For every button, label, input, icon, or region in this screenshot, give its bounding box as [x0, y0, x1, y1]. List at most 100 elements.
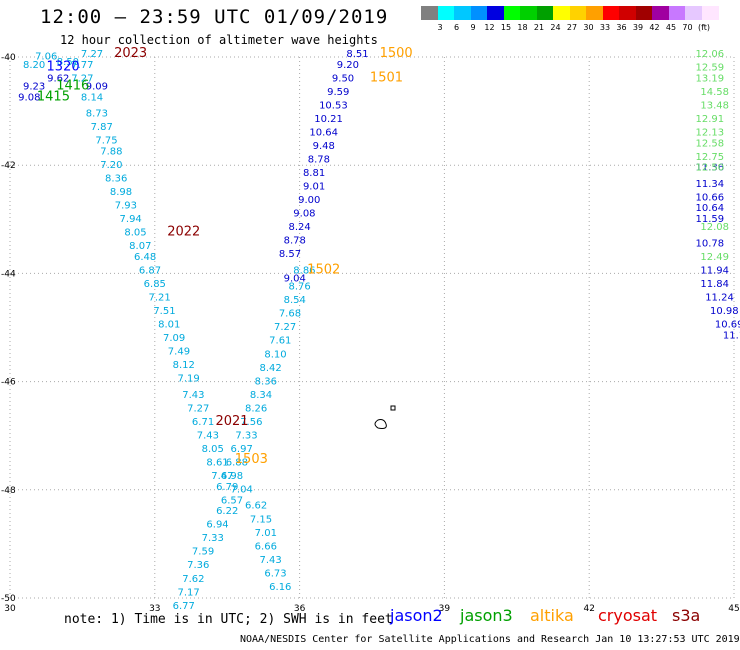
wave-height-label: 9.09 [86, 81, 108, 92]
wave-height-label: 12.50 [696, 163, 725, 174]
pass-time-label: 1500 [380, 46, 413, 61]
pass-time-label: 1502 [307, 262, 340, 277]
wave-height-label: 10.66 [696, 192, 725, 203]
pass-time-label: 1320 [47, 60, 80, 75]
wave-height-label: 9.08 [18, 92, 40, 103]
legend-label: 15 [500, 23, 512, 32]
wave-height-label: 7.27 [274, 322, 296, 333]
wave-height-label: 8.78 [284, 236, 306, 247]
wave-height-label: 13.19 [696, 73, 725, 84]
wave-height-label: 8.36 [105, 173, 127, 184]
legend-swatch [437, 6, 455, 20]
legend-swatch [553, 6, 570, 20]
wave-height-label: 7.43 [260, 555, 282, 566]
legend-label: 24 [550, 23, 561, 32]
wave-height-label: 8.36 [255, 376, 277, 387]
wave-height-label: 12.08 [700, 222, 729, 233]
legend-swatch [536, 6, 554, 20]
legend-label: 39 [632, 23, 644, 32]
pass-time-label: 2021 [215, 414, 248, 429]
wave-height-label: 7.43 [197, 430, 219, 441]
wave-height-label: 12.91 [696, 114, 725, 125]
wave-height-label: 8.10 [264, 349, 286, 360]
wave-height-label: 6.16 [269, 582, 291, 593]
wave-height-label: 6.97 [231, 444, 253, 455]
wave-height-label: 7.06 [35, 52, 57, 63]
wave-height-label: 8.73 [86, 109, 108, 120]
wave-height-label: 12.58 [696, 138, 725, 149]
wave-height-label: 8.34 [250, 390, 272, 401]
wave-height-label: 9.20 [337, 60, 359, 71]
wave-height-label: 6.66 [255, 541, 277, 552]
x-tick-label: 39 [439, 604, 451, 614]
map-title: 12:00 – 23:59 UTC 01/09/2019 [40, 6, 389, 28]
wave-height-label: 9.00 [298, 195, 320, 206]
wave-height-label: 11.94 [700, 265, 729, 276]
legend-swatch [652, 6, 669, 20]
wave-height-label: 11.36 [696, 163, 725, 174]
wave-height-label: 11.34 [696, 179, 725, 190]
wave-height-label: 8.78 [308, 154, 330, 165]
wave-height-label: 6.71 [192, 417, 214, 428]
wave-height-label: 7.61 [269, 336, 291, 347]
wave-height-label: 7.88 [100, 146, 122, 157]
wave-height-label: 7.62 [182, 574, 204, 585]
wave-height-label: 8.81 [303, 168, 325, 179]
legend-swatch [487, 6, 504, 20]
legend-label: 36 [616, 23, 627, 32]
wave-height-label: 12.13 [696, 127, 725, 138]
x-tick-label: 45 [728, 604, 739, 614]
wave-height-label: 10.98 [710, 306, 739, 317]
x-tick-label: 30 [4, 604, 16, 614]
wave-height-label: 7.47 [211, 471, 233, 482]
legend-swatch [520, 6, 537, 20]
pass-time-label: 1416 [56, 78, 89, 93]
wave-height-label: 9.23 [23, 81, 45, 92]
satellite-cryosat: cryosat [598, 606, 658, 625]
wave-height-label: 8.14 [81, 92, 103, 103]
wave-height-label: 13.48 [700, 100, 729, 111]
wave-height-label: 7.87 [91, 122, 113, 133]
wave-height-label: 6.85 [144, 279, 166, 290]
x-tick-label: 36 [294, 604, 306, 614]
wave-height-label: 7.27 [187, 403, 209, 414]
wave-height-label: 7.04 [231, 485, 253, 496]
legend-swatch [454, 6, 471, 20]
wave-height-label: 7.27 [71, 73, 93, 84]
wave-height-label: 6.48 [134, 252, 156, 263]
wave-height-label: 7.75 [95, 136, 117, 147]
wave-height-label: 7.01 [255, 528, 277, 539]
y-tick-label: -44 [1, 269, 16, 279]
wave-height-label: 7.49 [168, 347, 190, 358]
satellite-altika: altika [530, 606, 574, 625]
legend-label: 42 [649, 23, 660, 32]
legend-swatch [619, 6, 636, 20]
wave-height-label: 9.62 [47, 73, 69, 84]
legend-swatch [470, 6, 488, 20]
wave-height-label: 8.50 [57, 57, 79, 68]
wave-height-label: 7.33 [202, 533, 224, 544]
wave-height-label: 8.61 [206, 457, 228, 468]
color-legend: 3 6 9 12 15 18 21 24 27 30 33 36 39 42 45 70 (ft) [421, 6, 721, 38]
legend-swatch [503, 6, 521, 20]
pass-time-label: 2022 [167, 225, 200, 240]
island-outline [374, 419, 387, 429]
wave-height-label: 8.01 [158, 320, 180, 331]
wave-height-label: 9.04 [284, 274, 306, 285]
wave-height-label: 6.77 [173, 601, 195, 612]
wave-height-label: 9.08 [293, 209, 315, 220]
legend-swatch [421, 6, 438, 20]
wave-height-label: 8.05 [202, 444, 224, 455]
legend-swatch [602, 6, 620, 20]
wave-height-label: 11.59 [696, 214, 725, 225]
wave-height-label: 11.84 [700, 279, 729, 290]
wave-height-label: 7.33 [235, 430, 257, 441]
wave-height-label: 8.05 [124, 228, 146, 239]
y-tick-label: -50 [1, 594, 16, 604]
wave-height-label: 11.24 [705, 292, 734, 303]
pass-time-label: 1503 [235, 452, 268, 467]
wave-height-label: 7.59 [192, 547, 214, 558]
wave-height-label: 8.26 [245, 403, 267, 414]
wave-height-label: 8.57 [279, 249, 301, 260]
